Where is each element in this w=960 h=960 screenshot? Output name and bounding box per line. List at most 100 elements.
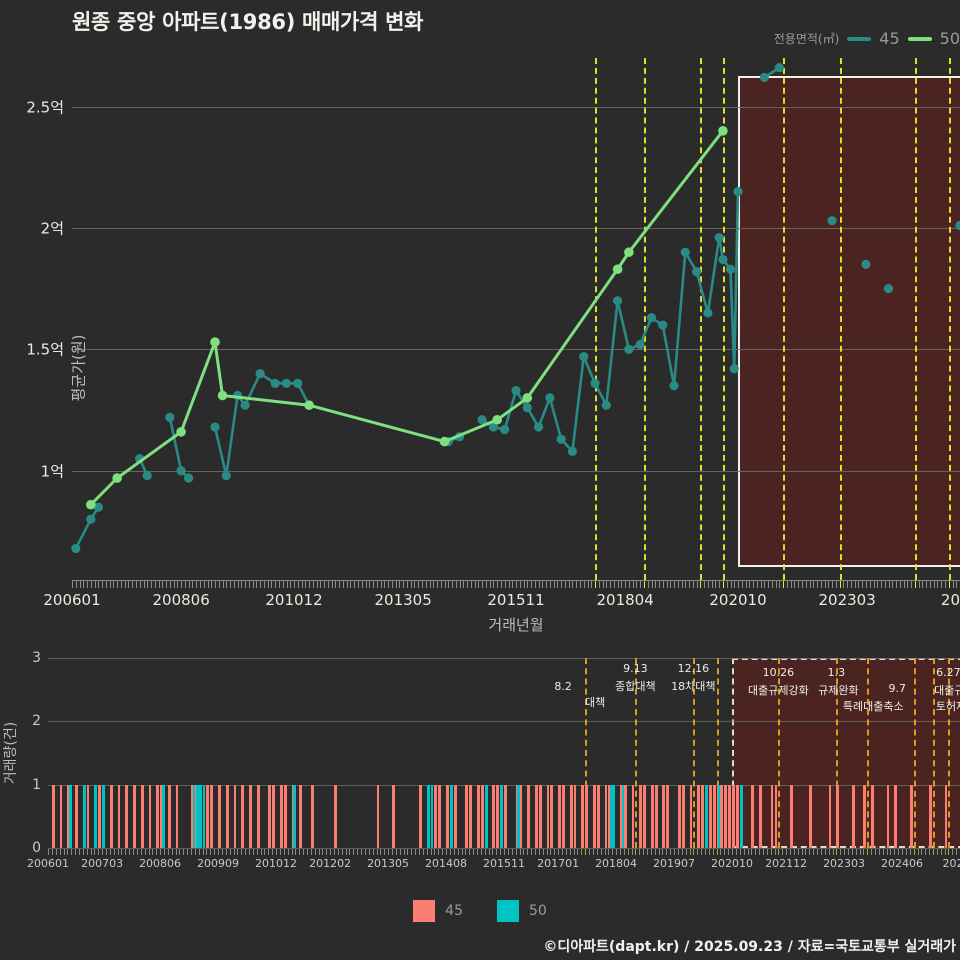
tick-mark bbox=[144, 849, 146, 855]
tick-mark bbox=[320, 581, 322, 588]
tick-mark bbox=[469, 849, 471, 855]
tick-mark bbox=[894, 849, 896, 855]
tick-mark bbox=[685, 849, 687, 855]
tick-mark bbox=[952, 849, 954, 855]
volume-bar-45 bbox=[639, 784, 643, 848]
x-tick-label: 201804 bbox=[596, 591, 654, 609]
tick-mark bbox=[941, 581, 943, 588]
tick-mark bbox=[952, 581, 954, 588]
annotation-text: 규제완화 bbox=[818, 684, 859, 697]
tick-mark bbox=[102, 581, 104, 588]
tick-mark bbox=[771, 581, 773, 588]
tick-mark bbox=[907, 581, 909, 588]
volume-bar-50 bbox=[718, 784, 721, 848]
tick-mark bbox=[67, 849, 69, 855]
tick-mark bbox=[890, 849, 892, 855]
volume-x-tick-label: 201305 bbox=[367, 857, 410, 870]
tick-mark bbox=[497, 581, 499, 588]
volume-bar-45 bbox=[160, 784, 163, 848]
tick-mark bbox=[129, 849, 131, 855]
volume-bar-45 bbox=[732, 784, 735, 848]
y-axis-title: 평균가(원) bbox=[69, 334, 88, 402]
tick-mark bbox=[839, 581, 841, 588]
tick-mark bbox=[639, 849, 641, 855]
tick-mark bbox=[342, 581, 344, 588]
tick-mark bbox=[147, 581, 149, 588]
volume-bar-50 bbox=[500, 784, 503, 848]
tick-mark bbox=[654, 849, 656, 855]
tick-mark bbox=[194, 849, 196, 855]
tick-mark bbox=[612, 849, 614, 855]
tick-mark bbox=[798, 581, 800, 588]
tick-mark bbox=[632, 581, 634, 588]
tick-mark bbox=[82, 849, 84, 855]
tick-mark bbox=[871, 849, 873, 855]
tick-mark bbox=[568, 581, 570, 588]
tick-mark bbox=[260, 581, 262, 588]
volume-policy-line bbox=[635, 658, 638, 848]
tick-mark bbox=[813, 849, 815, 855]
annotation-date: 8.2 bbox=[554, 680, 572, 693]
tick-mark bbox=[177, 581, 179, 588]
volume-bar-50 bbox=[82, 784, 86, 848]
tick-mark bbox=[504, 849, 505, 855]
volume-bar-45 bbox=[631, 784, 635, 848]
volume-bar-45 bbox=[538, 784, 542, 848]
legend-title: 전용면적(㎡) bbox=[773, 32, 840, 46]
tick-mark bbox=[98, 581, 100, 588]
tick-mark bbox=[113, 581, 115, 588]
tick-mark bbox=[500, 849, 502, 855]
annotation-text: 대출규제 bbox=[934, 684, 960, 697]
tick-mark bbox=[358, 581, 359, 588]
tick-mark bbox=[415, 849, 417, 855]
tick-mark bbox=[643, 581, 645, 588]
tick-mark bbox=[557, 581, 559, 588]
tick-mark bbox=[565, 849, 567, 855]
volume-x-tick-label: 201012 bbox=[255, 857, 297, 870]
volume-bar-45 bbox=[438, 784, 442, 848]
legend-label-45: 45 bbox=[879, 29, 900, 48]
tick-mark bbox=[643, 849, 645, 855]
volume-bar-45 bbox=[515, 784, 519, 848]
annotation-text: 토허제 해제 bbox=[935, 700, 960, 713]
tick-mark bbox=[406, 581, 408, 588]
tick-mark bbox=[125, 849, 127, 855]
tick-mark bbox=[102, 849, 104, 855]
tick-mark bbox=[850, 581, 852, 588]
tick-mark bbox=[314, 849, 316, 855]
tick-mark bbox=[936, 849, 938, 855]
tick-mark bbox=[598, 581, 600, 588]
volume-bar-50 bbox=[704, 784, 708, 848]
volume-bar-45 bbox=[929, 784, 932, 848]
tick-mark bbox=[113, 849, 115, 855]
tick-mark bbox=[956, 849, 958, 855]
tick-mark bbox=[210, 849, 212, 855]
tick-mark bbox=[636, 581, 638, 588]
volume-bar-45 bbox=[527, 784, 531, 848]
tick-mark bbox=[353, 849, 355, 855]
volume-bar-50 bbox=[202, 784, 206, 848]
tick-mark bbox=[511, 849, 513, 855]
tick-mark bbox=[485, 581, 487, 588]
volume-bar-45 bbox=[419, 784, 422, 848]
tick-mark bbox=[851, 849, 853, 855]
volume-x-tick-label: 201511 bbox=[483, 857, 525, 870]
tick-mark bbox=[124, 581, 126, 588]
tick-mark bbox=[206, 849, 208, 855]
tick-mark bbox=[448, 581, 450, 588]
tick-mark bbox=[704, 849, 706, 855]
tick-mark bbox=[689, 849, 691, 855]
volume-bar-45 bbox=[708, 784, 712, 848]
tick-mark bbox=[349, 849, 351, 855]
volume-bar-45 bbox=[550, 784, 554, 848]
tick-mark bbox=[345, 849, 347, 855]
tick-mark bbox=[117, 849, 119, 855]
tick-mark bbox=[617, 581, 619, 588]
tick-mark bbox=[380, 849, 382, 855]
tick-mark bbox=[256, 849, 258, 855]
tick-mark bbox=[595, 581, 596, 588]
tick-mark bbox=[83, 581, 85, 588]
tick-mark bbox=[855, 849, 857, 855]
tick-mark bbox=[534, 849, 536, 855]
